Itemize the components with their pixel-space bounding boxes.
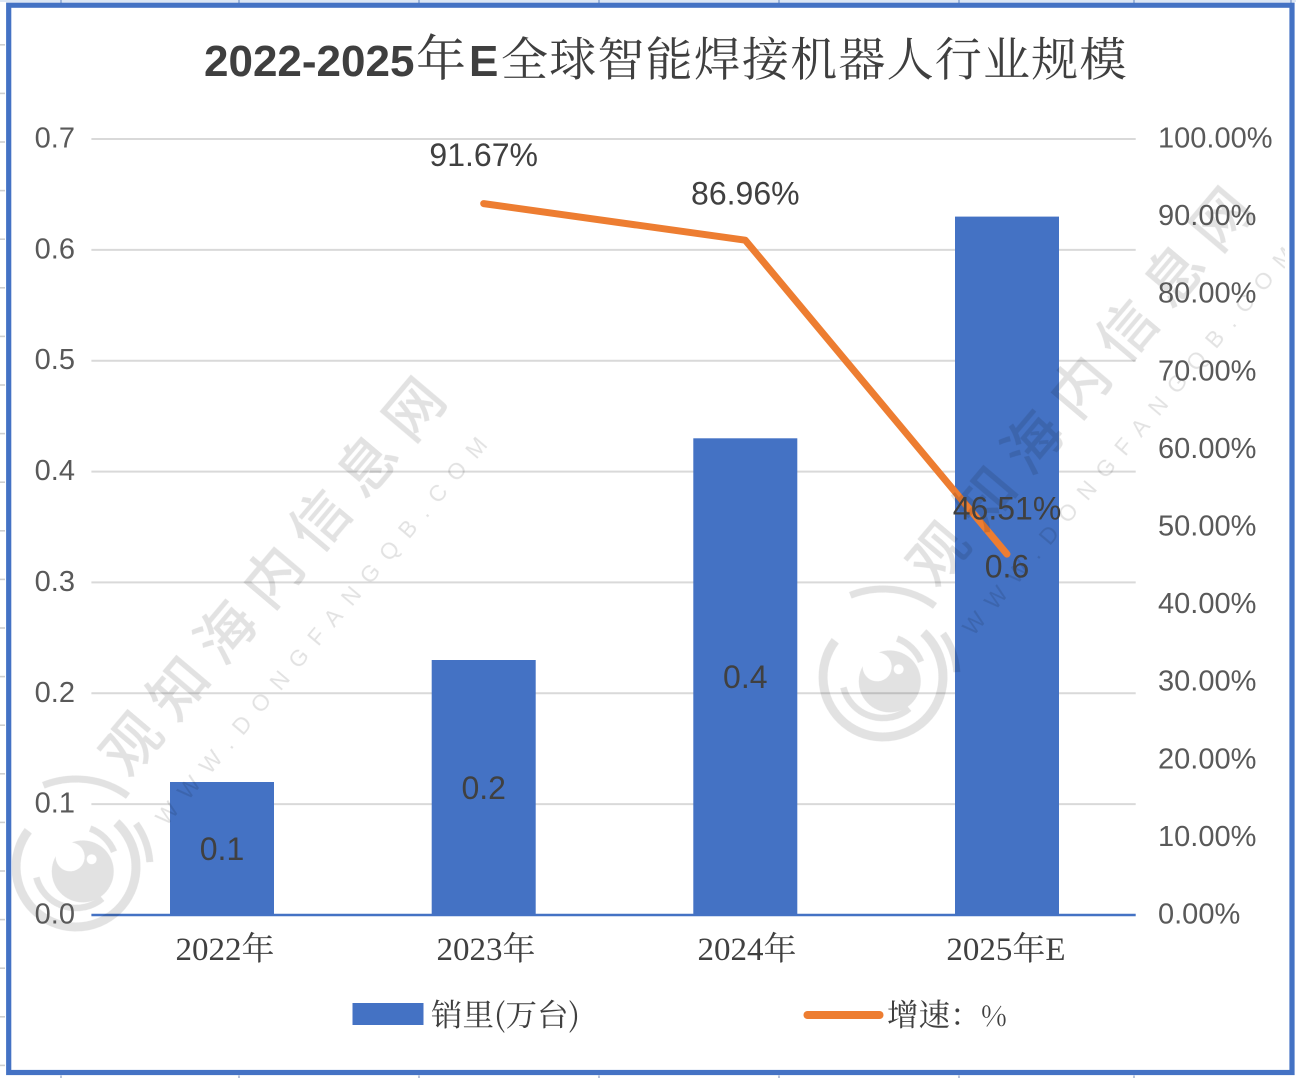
svg-text:0.4: 0.4 (35, 455, 75, 487)
svg-text:30.00%: 30.00% (1158, 666, 1256, 698)
svg-text:0.1: 0.1 (35, 788, 75, 820)
svg-text:2022: 2022 (176, 932, 242, 968)
svg-text:0.0: 0.0 (35, 899, 75, 931)
svg-text:0.4: 0.4 (723, 659, 767, 695)
svg-text:90.00%: 90.00% (1158, 200, 1256, 232)
svg-text:E: E (469, 37, 498, 86)
svg-text:80.00%: 80.00% (1158, 278, 1256, 310)
svg-text:0.2: 0.2 (461, 770, 505, 806)
svg-text:0.3: 0.3 (35, 566, 75, 598)
svg-text:0.2: 0.2 (35, 677, 75, 709)
svg-text:10.00%: 10.00% (1158, 821, 1256, 853)
svg-text:0.1: 0.1 (200, 831, 244, 867)
svg-text:2025: 2025 (946, 932, 1012, 968)
svg-text:70.00%: 70.00% (1158, 355, 1256, 387)
svg-text:2022-2025: 2022-2025 (204, 37, 414, 86)
svg-text:100.00%: 100.00% (1158, 123, 1273, 155)
svg-text:2024: 2024 (698, 932, 764, 968)
svg-text:46.51%: 46.51% (953, 491, 1062, 527)
svg-text:0.00%: 0.00% (1158, 899, 1240, 931)
svg-text:0.7: 0.7 (35, 123, 75, 155)
svg-text:20.00%: 20.00% (1158, 743, 1256, 775)
svg-text:0.5: 0.5 (35, 344, 75, 376)
svg-text:2023: 2023 (437, 932, 503, 968)
svg-text:91.67%: 91.67% (429, 137, 538, 173)
svg-text:50.00%: 50.00% (1158, 511, 1256, 543)
svg-text:86.96%: 86.96% (691, 176, 800, 212)
svg-text:40.00%: 40.00% (1158, 588, 1256, 620)
svg-text:60.00%: 60.00% (1158, 433, 1256, 465)
svg-text:E: E (1045, 932, 1065, 968)
svg-text:0.6: 0.6 (985, 548, 1029, 584)
svg-text:0.6: 0.6 (35, 233, 75, 265)
